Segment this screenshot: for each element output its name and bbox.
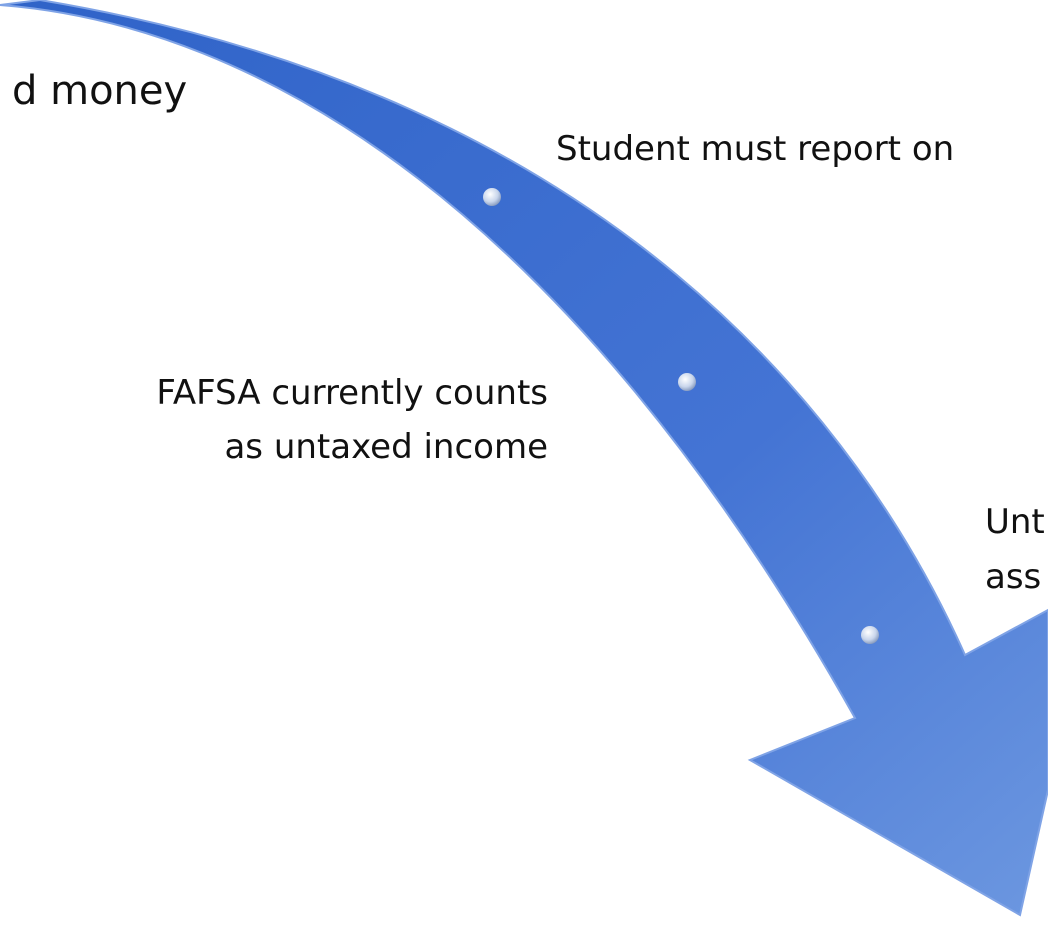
label: as untaxed income	[224, 427, 548, 467]
label: FAFSA currently counts	[156, 373, 548, 413]
label: Unt	[985, 502, 1045, 542]
label: ass	[985, 557, 1041, 597]
label: Student must report on	[556, 129, 954, 169]
label: d money	[12, 68, 187, 114]
dot	[483, 188, 501, 206]
dot	[678, 373, 696, 391]
dot	[861, 626, 879, 644]
